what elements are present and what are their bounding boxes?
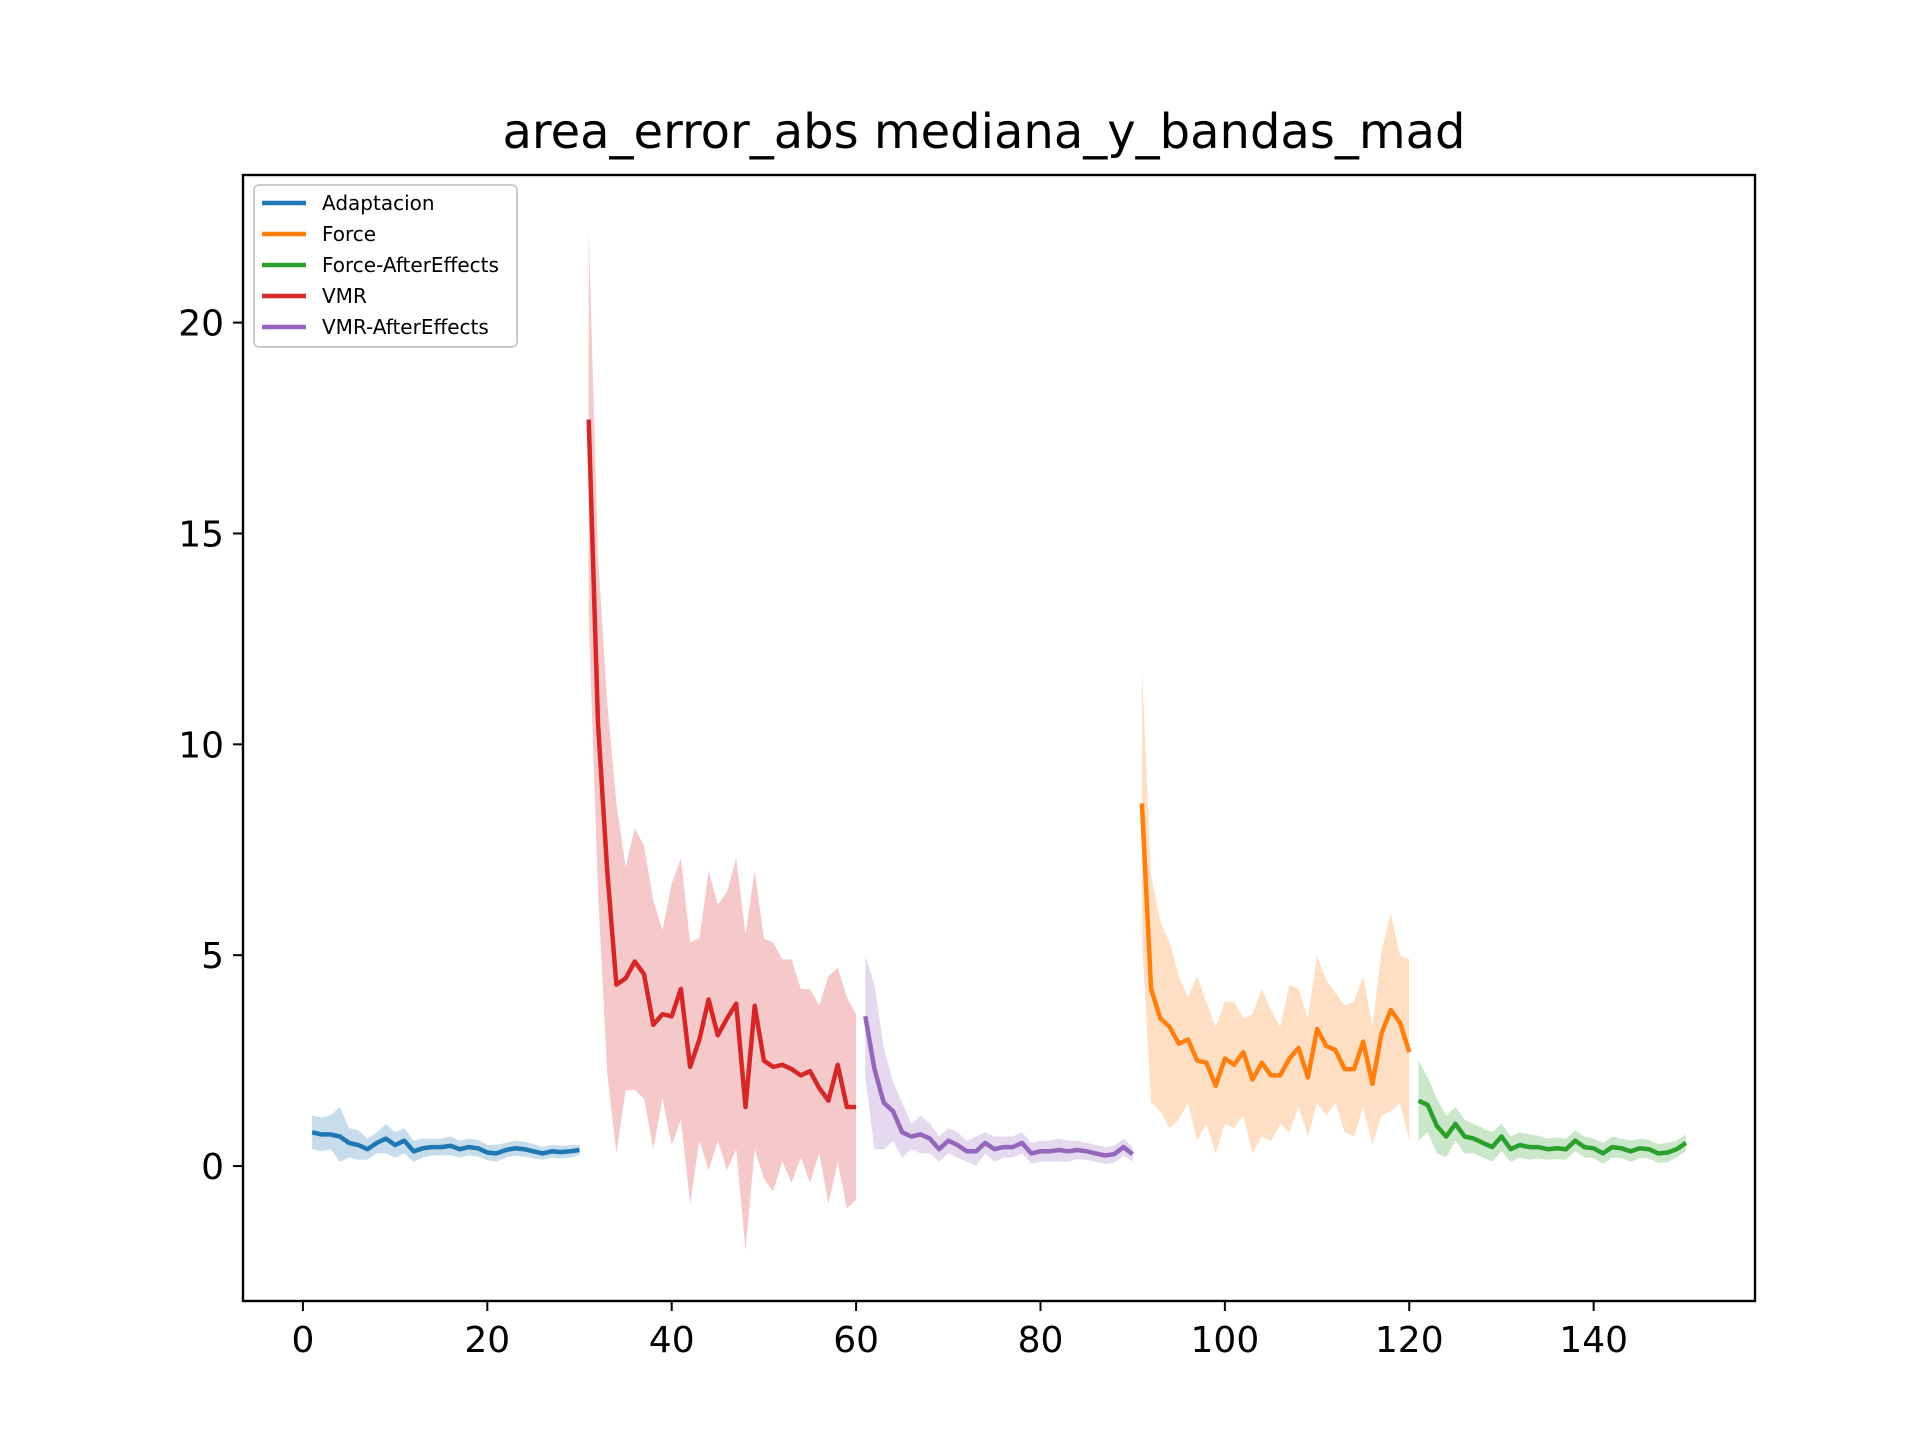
series-line-force bbox=[1139, 803, 1412, 1089]
y-tick-label: 0 bbox=[201, 1147, 224, 1188]
band-vmr bbox=[588, 229, 857, 1251]
x-tick-label: 60 bbox=[833, 1320, 879, 1361]
legend-label-force-aftereffects: Force-AfterEffects bbox=[322, 253, 499, 277]
x-tick-label: 120 bbox=[1375, 1320, 1444, 1361]
x-tick-label: 0 bbox=[291, 1320, 314, 1361]
y-tick-label: 5 bbox=[201, 936, 224, 977]
x-axis: 0 20 40 60 80 100 120 140 bbox=[291, 1301, 1628, 1361]
series-line-vmr bbox=[586, 419, 857, 1110]
legend-label-force: Force bbox=[322, 222, 376, 246]
legend-frame bbox=[253, 184, 518, 348]
y-tick-label: 20 bbox=[178, 304, 224, 345]
chart-title: area_error_abs mediana_y_bandas_mad bbox=[503, 104, 1466, 160]
legend-label-adaptacion: Adaptacion bbox=[322, 191, 435, 215]
x-tick-label: 40 bbox=[649, 1320, 695, 1361]
legend-label-vmr-aftereffects: VMR-AfterEffects bbox=[322, 315, 489, 339]
legend-label-vmr: VMR bbox=[322, 284, 367, 308]
series-line-force-aftereffects bbox=[1417, 1098, 1688, 1156]
x-tick-label: 20 bbox=[464, 1320, 510, 1361]
x-tick-label: 140 bbox=[1559, 1320, 1628, 1361]
line-layer bbox=[311, 419, 1688, 1158]
band-force-aftereffects bbox=[1418, 1060, 1686, 1164]
band-force bbox=[1141, 668, 1410, 1154]
y-tick-label: 10 bbox=[178, 725, 224, 766]
band-layer bbox=[312, 229, 1686, 1251]
series-line-vmr-aftereffects bbox=[863, 1015, 1135, 1158]
legend: Adaptacion Force Force-AfterEffects VMR VMR-… bbox=[253, 184, 518, 348]
series-line-adaptacion bbox=[311, 1130, 580, 1156]
y-tick-label: 15 bbox=[178, 514, 224, 555]
y-axis: 0 5 10 15 20 bbox=[178, 304, 243, 1188]
x-tick-label: 80 bbox=[1018, 1320, 1064, 1361]
plot-frame bbox=[241, 173, 1757, 1303]
x-tick-label: 100 bbox=[1191, 1320, 1260, 1361]
